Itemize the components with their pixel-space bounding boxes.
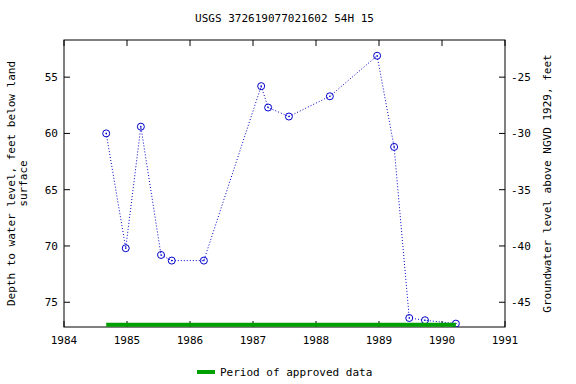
y-tick [64, 77, 70, 78]
point [374, 52, 381, 59]
x-tick-label: 1988 [303, 334, 330, 347]
plot-frame [64, 40, 505, 327]
x-tick [253, 40, 254, 46]
point-center [260, 85, 262, 87]
point [122, 245, 129, 252]
x-tick-label: 1989 [366, 334, 393, 347]
x-tick [505, 40, 506, 46]
x-tick [127, 40, 128, 46]
y2-axis-label: Groundwater level above NGVD 1929, feet [541, 54, 554, 312]
y-axis-label: surface [17, 160, 30, 206]
y2-tick [499, 77, 505, 78]
point [265, 104, 272, 111]
series-line [106, 56, 456, 324]
point-center [125, 247, 127, 249]
x-tick [379, 40, 380, 46]
point-center [329, 95, 331, 97]
point-center [424, 319, 426, 321]
point [421, 317, 428, 324]
point-center [171, 260, 173, 262]
y2-tick-label: -30 [511, 127, 531, 140]
y-tick [64, 133, 70, 134]
point-center [393, 146, 395, 148]
point-center [140, 126, 142, 128]
x-tick [505, 321, 506, 327]
point [158, 251, 165, 258]
y2-tick [499, 189, 505, 190]
y2-tick-label: -40 [511, 240, 531, 253]
x-tick-label: 1986 [177, 334, 204, 347]
point [168, 257, 175, 264]
x-tick [64, 321, 65, 327]
x-tick [442, 40, 443, 46]
x-tick-label: 1990 [429, 334, 456, 347]
y2-tick-label: -45 [511, 296, 531, 309]
x-tick-label: 1984 [51, 334, 78, 347]
point [406, 314, 413, 321]
point-center [408, 317, 410, 319]
x-tick [64, 40, 65, 46]
x-tick [316, 40, 317, 46]
y-tick-label: 55 [45, 71, 58, 84]
point-center [267, 107, 269, 109]
point-center [288, 116, 290, 118]
y-tick [64, 245, 70, 246]
chart: USGS 372619077021602 54H 15 1984 1985 1986 1… [0, 0, 576, 384]
y-tick-label: 65 [45, 184, 58, 197]
point [137, 123, 144, 130]
x-tick [190, 40, 191, 46]
point [200, 257, 207, 264]
x-tick-label: 1987 [240, 334, 267, 347]
y2-tick-label: -35 [511, 184, 531, 197]
y-tick [64, 302, 70, 303]
x-tick-label: 1991 [492, 334, 519, 347]
point [285, 113, 292, 120]
y-tick-label: 60 [45, 127, 58, 140]
point [326, 93, 333, 100]
point-center [203, 260, 205, 262]
approved-period [106, 323, 456, 327]
legend-label: Period of approved data [220, 366, 372, 379]
y2-tick [499, 245, 505, 246]
point-center [160, 254, 162, 256]
point-center [376, 55, 378, 57]
legend-swatch [197, 370, 215, 374]
y2-tick [499, 133, 505, 134]
point [391, 143, 398, 150]
y2-tick [499, 302, 505, 303]
y-tick [64, 189, 70, 190]
y-tick-label: 70 [45, 240, 58, 253]
point [258, 83, 265, 90]
point [103, 130, 110, 137]
y2-tick-label: -25 [511, 71, 531, 84]
y-tick-label: 75 [45, 296, 58, 309]
plot-marks [103, 52, 460, 327]
point-center [105, 133, 107, 135]
x-tick-label: 1985 [114, 334, 141, 347]
title: USGS 372619077021602 54H 15 [195, 12, 374, 25]
